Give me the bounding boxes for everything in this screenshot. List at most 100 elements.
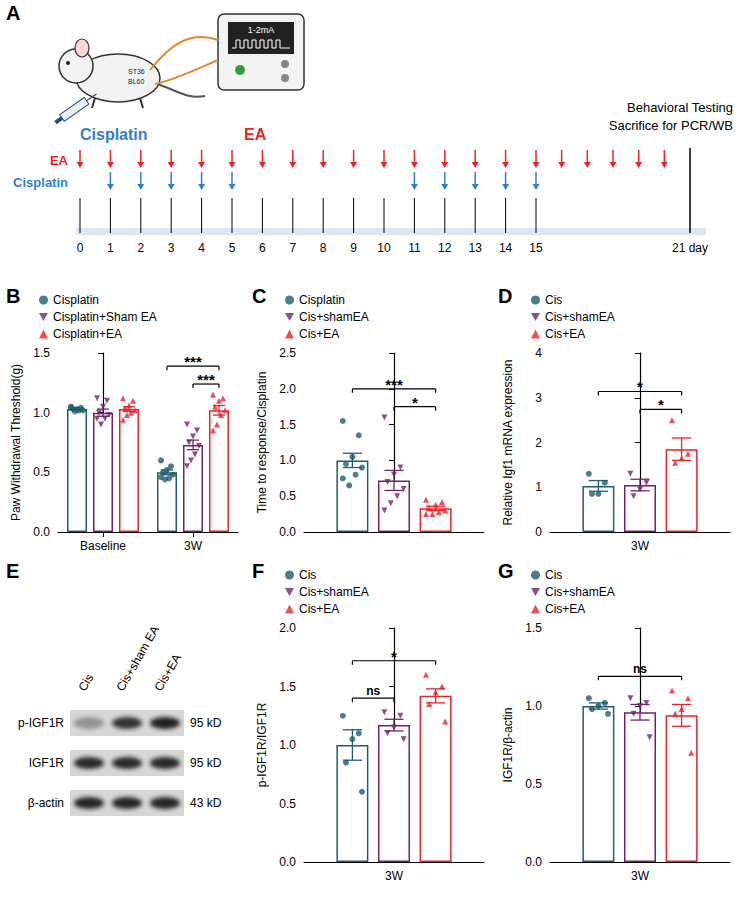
svg-text:Cis+shamEA: Cis+shamEA xyxy=(299,310,369,324)
svg-text:ST36: ST36 xyxy=(128,68,145,75)
svg-text:3W: 3W xyxy=(631,539,650,553)
svg-text:8: 8 xyxy=(320,241,327,255)
svg-text:***: *** xyxy=(197,371,215,388)
html-text:C: C xyxy=(252,285,267,307)
svg-text:7: 7 xyxy=(289,241,296,255)
svg-text:0.0: 0.0 xyxy=(279,525,296,539)
svg-text:ns: ns xyxy=(366,684,380,698)
svg-text:*: * xyxy=(391,648,397,665)
svg-text:0.5: 0.5 xyxy=(525,777,542,791)
svg-text:Time to response/Cisplatin: Time to response/Cisplatin xyxy=(255,372,269,514)
svg-text:2.0: 2.0 xyxy=(279,621,296,635)
svg-text:3: 3 xyxy=(168,241,175,255)
svg-text:21 day: 21 day xyxy=(672,241,708,255)
svg-text:Cis+EA: Cis+EA xyxy=(545,602,585,616)
svg-text:Cis+EA: Cis+EA xyxy=(299,327,339,341)
svg-text:p-IGF1R/IGF1R: p-IGF1R/IGF1R xyxy=(255,702,269,787)
svg-text:0.0: 0.0 xyxy=(33,525,50,539)
svg-text:43 kD: 43 kD xyxy=(190,796,222,810)
svg-text:0: 0 xyxy=(535,525,542,539)
svg-text:14: 14 xyxy=(499,241,513,255)
svg-text:1.5: 1.5 xyxy=(279,680,296,694)
svg-text:Cis+shamEA: Cis+shamEA xyxy=(299,585,369,599)
svg-text:3W: 3W xyxy=(385,869,404,883)
html-text:D: D xyxy=(498,285,513,307)
svg-text:0.5: 0.5 xyxy=(33,465,50,479)
svg-text:2.0: 2.0 xyxy=(279,382,296,396)
svg-text:1.0: 1.0 xyxy=(33,406,50,420)
svg-text:4: 4 xyxy=(535,346,542,360)
svg-text:11: 11 xyxy=(408,241,421,255)
svg-text:IGF1R: IGF1R xyxy=(29,756,65,770)
svg-text:13: 13 xyxy=(469,241,483,255)
svg-text:95 kD: 95 kD xyxy=(190,756,222,770)
svg-text:10: 10 xyxy=(377,241,391,255)
svg-text:1.5: 1.5 xyxy=(525,621,542,635)
svg-text:Relative Igf1 mRNA expression: Relative Igf1 mRNA expression xyxy=(501,359,515,525)
html-text:G: G xyxy=(498,560,514,582)
svg-text:3W: 3W xyxy=(631,869,650,883)
svg-text:Cis+shamEA: Cis+shamEA xyxy=(545,310,615,324)
svg-text:1.0: 1.0 xyxy=(525,699,542,713)
svg-text:β-actin: β-actin xyxy=(28,796,64,810)
svg-text:0: 0 xyxy=(77,241,84,255)
svg-text:IGF1R/β-actin: IGF1R/β-actin xyxy=(501,708,515,783)
svg-text:Cis: Cis xyxy=(75,671,96,693)
svg-text:1: 1 xyxy=(107,241,114,255)
svg-text:EA: EA xyxy=(244,126,267,143)
svg-text:1.5: 1.5 xyxy=(279,418,296,432)
svg-text:Cisplatin: Cisplatin xyxy=(53,293,99,307)
svg-text:*: * xyxy=(658,396,664,413)
svg-text:***: *** xyxy=(184,353,202,370)
svg-text:Cis: Cis xyxy=(545,293,562,307)
svg-text:Paw Withdrawal Threshold(g): Paw Withdrawal Threshold(g) xyxy=(9,364,23,521)
svg-text:15: 15 xyxy=(529,241,543,255)
html-text:B: B xyxy=(6,285,21,307)
svg-text:Cisplatin+EA: Cisplatin+EA xyxy=(53,327,122,341)
svg-text:p-IGF1R: p-IGF1R xyxy=(18,716,64,730)
svg-text:3W: 3W xyxy=(184,539,203,553)
html-text:A: A xyxy=(6,2,21,24)
svg-text:4: 4 xyxy=(198,241,205,255)
svg-text:*: * xyxy=(637,378,643,395)
svg-text:95 kD: 95 kD xyxy=(190,716,222,730)
svg-text:1: 1 xyxy=(535,480,542,494)
svg-text:Cis+shamEA: Cis+shamEA xyxy=(545,585,615,599)
svg-text:3: 3 xyxy=(535,391,542,405)
svg-text:0.5: 0.5 xyxy=(279,797,296,811)
svg-text:0.5: 0.5 xyxy=(279,489,296,503)
svg-text:9: 9 xyxy=(350,241,357,255)
svg-text:2.5: 2.5 xyxy=(279,346,296,360)
svg-text:***: *** xyxy=(385,376,403,393)
svg-text:6: 6 xyxy=(259,241,266,255)
svg-text:*: * xyxy=(412,394,418,411)
svg-text:Cisplatin+Sham EA: Cisplatin+Sham EA xyxy=(53,310,157,324)
svg-text:12: 12 xyxy=(438,241,452,255)
svg-text:Cis: Cis xyxy=(545,568,562,582)
svg-text:ns: ns xyxy=(633,662,647,676)
svg-text:Cisplatin: Cisplatin xyxy=(299,293,345,307)
svg-text:1-2mA: 1-2mA xyxy=(248,25,275,35)
svg-text:Cisplatin: Cisplatin xyxy=(13,175,68,190)
svg-text:BL60: BL60 xyxy=(128,78,144,85)
svg-text:Sacrifice for PCR/WB: Sacrifice for PCR/WB xyxy=(609,118,733,133)
svg-text:Baseline: Baseline xyxy=(80,539,126,553)
svg-text:0.0: 0.0 xyxy=(525,855,542,869)
svg-text:2: 2 xyxy=(535,436,542,450)
svg-text:Behavioral Testing: Behavioral Testing xyxy=(627,100,733,115)
svg-text:2: 2 xyxy=(137,241,144,255)
svg-text:1.0: 1.0 xyxy=(279,738,296,752)
svg-text:Cis: Cis xyxy=(299,568,316,582)
html-text:F: F xyxy=(252,560,265,582)
svg-text:1.5: 1.5 xyxy=(33,346,50,360)
svg-text:0.0: 0.0 xyxy=(279,855,296,869)
svg-text:Cisplatin: Cisplatin xyxy=(80,126,148,143)
html-text:E: E xyxy=(6,560,20,582)
svg-text:Cis+sham EA: Cis+sham EA xyxy=(113,623,163,694)
svg-text:Cis+EA: Cis+EA xyxy=(545,327,585,341)
svg-text:Cis+EA: Cis+EA xyxy=(299,602,339,616)
svg-text:5: 5 xyxy=(229,241,236,255)
svg-text:1.0: 1.0 xyxy=(279,453,296,467)
svg-text:EA: EA xyxy=(50,153,69,168)
svg-text:Cis+EA: Cis+EA xyxy=(151,652,183,694)
